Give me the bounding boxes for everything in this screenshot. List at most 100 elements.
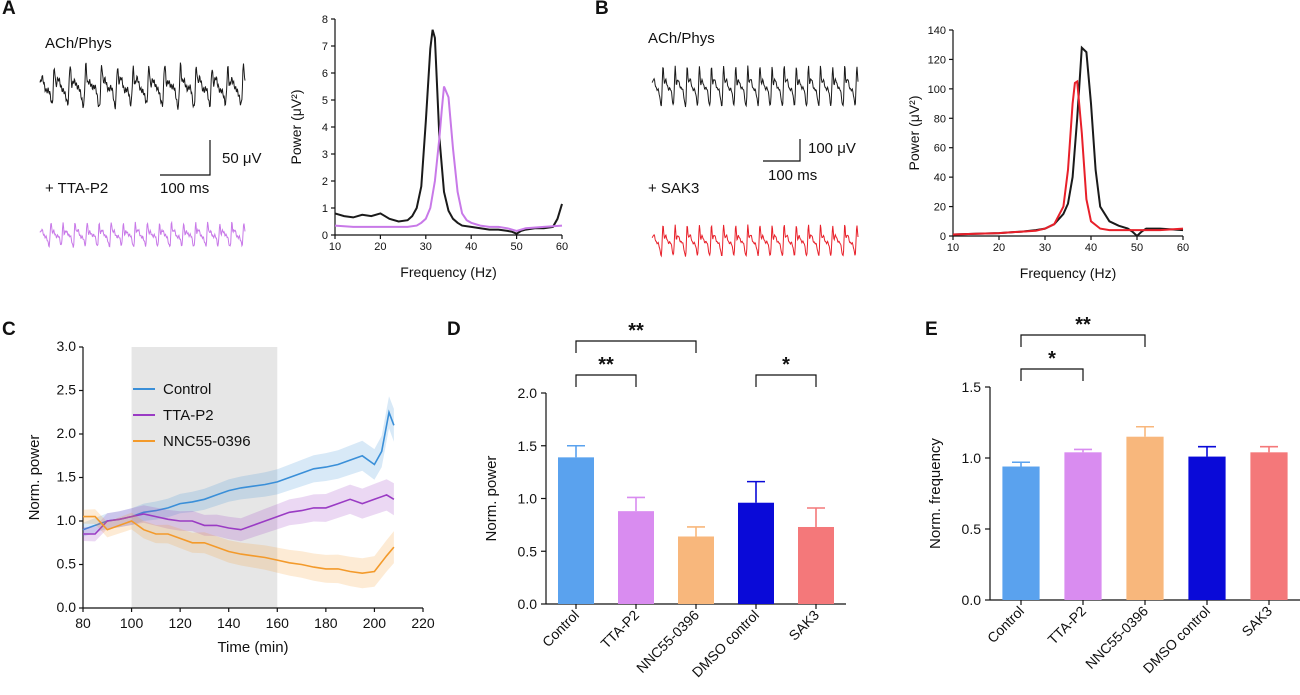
y-tick-label: 1.5 <box>518 438 538 454</box>
x-tick-label: 80 <box>75 615 91 631</box>
legend-label: NNC55-0396 <box>163 433 251 450</box>
x-tick-label: Control <box>984 603 1027 646</box>
x-tick-label: 160 <box>266 615 290 631</box>
y-tick-label: 100 <box>928 84 946 96</box>
series-line-ach-phys <box>952 45 1184 238</box>
significance-stars: * <box>782 354 790 376</box>
x-tick-label: 50 <box>1131 242 1143 254</box>
y-tick-label: 1.5 <box>962 379 982 395</box>
y-tick-label: 20 <box>934 202 946 214</box>
bar-nnc55-0396 <box>678 536 714 604</box>
y-tick-label: 0.0 <box>57 599 77 615</box>
significance-bracket <box>575 374 637 387</box>
y-tick-label: 7 <box>322 41 328 53</box>
x-tick-label: TTA-P2 <box>1044 603 1089 648</box>
x-tick-label: 30 <box>1039 242 1051 254</box>
series-line-tta-p2 <box>83 494 395 535</box>
y-axis-label: Power (μV²) <box>906 96 922 171</box>
y-tick-label: 0 <box>940 231 946 243</box>
scale-a-time: 100 ms <box>160 180 209 197</box>
x-tick-label: SAK3 <box>785 607 822 644</box>
y-tick-label: 6 <box>322 68 328 80</box>
y-tick-label: 1 <box>322 203 328 215</box>
panel-label-b: B <box>595 0 609 19</box>
y-tick-label: 3 <box>322 149 328 161</box>
y-axis-label: Norm. frequency <box>927 438 944 549</box>
y-tick-label: 140 <box>928 25 946 37</box>
bar-tta-p2 <box>1064 452 1102 600</box>
trace-b-bottom-label: + SAK3 <box>648 180 699 197</box>
x-tick-label: Control <box>539 607 582 650</box>
y-tick-label: 0.5 <box>57 556 77 572</box>
bar-sak3 <box>1250 452 1288 600</box>
series-line--tta-p2 <box>334 86 563 232</box>
x-tick-label: SAK3 <box>1238 603 1275 640</box>
y-tick-label: 1.0 <box>518 491 538 507</box>
y-tick-label: 3.0 <box>57 338 77 354</box>
x-tick-label: 40 <box>1085 242 1097 254</box>
x-axis-label: Frequency (Hz) <box>400 264 496 280</box>
legend-label: Control <box>163 381 211 398</box>
x-axis-label: Frequency (Hz) <box>1020 265 1116 281</box>
chart-c-time-course: 80 100 120 140 160 180 200 220 0.0 0.5 1.0 1.5 2.0 2.… <box>26 338 435 656</box>
y-tick-label: 0 <box>322 230 328 242</box>
series-line-ach-phys <box>334 29 563 235</box>
significance-stars: ** <box>1075 314 1091 336</box>
bar-tta-p2 <box>618 511 654 604</box>
x-tick-label: 220 <box>411 615 435 631</box>
significance-stars: ** <box>598 354 614 376</box>
x-tick-label: 60 <box>1177 242 1189 254</box>
panel-label-e: E <box>925 319 938 340</box>
x-tick-label: 20 <box>993 242 1005 254</box>
y-tick-label: 1.5 <box>57 469 77 485</box>
x-tick-label: 40 <box>465 241 477 253</box>
significance-bracket <box>755 374 817 387</box>
y-tick-label: 2.0 <box>57 425 77 441</box>
series-band-nnc55-0396 <box>83 509 394 589</box>
x-tick-label: NNC55-0396 <box>1082 603 1151 672</box>
y-tick-label: 1.0 <box>57 512 77 528</box>
y-axis-label: Power (μV²) <box>288 90 304 165</box>
y-tick-label: 4 <box>322 122 328 134</box>
chart-a-power-spectrum: 10 20 30 40 50 60 0 1 2 3 4 5 6 7 8 Frequency (Hz) Power… <box>288 14 568 280</box>
trace-b-top-label: ACh/Phys <box>648 30 715 47</box>
significance-bracket <box>1020 368 1084 381</box>
y-tick-label: 40 <box>934 172 946 184</box>
bar-nnc55-0396 <box>1126 436 1164 600</box>
scale-a-voltage: 50 μV <box>222 150 262 167</box>
trace-b-control <box>651 65 859 108</box>
x-tick-label: 50 <box>510 241 522 253</box>
y-tick-label: 1.0 <box>962 450 982 466</box>
legend-label: TTA-P2 <box>163 407 214 424</box>
significance-bracket <box>575 340 697 353</box>
bar-control <box>558 457 594 604</box>
trace-a-ttap2 <box>39 220 246 249</box>
series-band-tta-p2 <box>83 479 394 542</box>
scale-b-time: 100 ms <box>768 167 817 184</box>
scale-b-voltage: 100 μV <box>808 140 856 157</box>
chart-b-power-spectrum: 10 20 30 40 50 60 0 20 40 60 80 100 120 140 Frequency … <box>906 25 1189 281</box>
y-tick-label: 8 <box>322 14 328 26</box>
y-tick-label: 0.0 <box>962 592 982 608</box>
panel-label-d: D <box>447 319 461 340</box>
series-line--sak3 <box>952 79 1184 236</box>
y-tick-label: 80 <box>934 113 946 125</box>
y-tick-label: 60 <box>934 143 946 155</box>
y-tick-label: 2.0 <box>518 385 538 401</box>
x-tick-label: 140 <box>217 615 241 631</box>
x-tick-label: TTA-P2 <box>597 607 642 652</box>
x-tick-label: 120 <box>168 615 192 631</box>
x-axis-label: Time (min) <box>217 639 288 656</box>
x-tick-label: 100 <box>120 615 144 631</box>
significance-stars: ** <box>628 320 644 342</box>
x-tick-label: 10 <box>329 241 341 253</box>
panel-label-c: C <box>2 319 16 340</box>
y-tick-label: 5 <box>322 95 328 107</box>
shaded-interval <box>131 347 278 608</box>
y-tick-label: 0.5 <box>962 521 982 537</box>
bar-dmso-control <box>1188 456 1226 600</box>
bar-dmso-control <box>738 502 774 604</box>
trace-a-bottom-label: + TTA-P2 <box>45 180 108 197</box>
series-line-control <box>82 409 395 531</box>
